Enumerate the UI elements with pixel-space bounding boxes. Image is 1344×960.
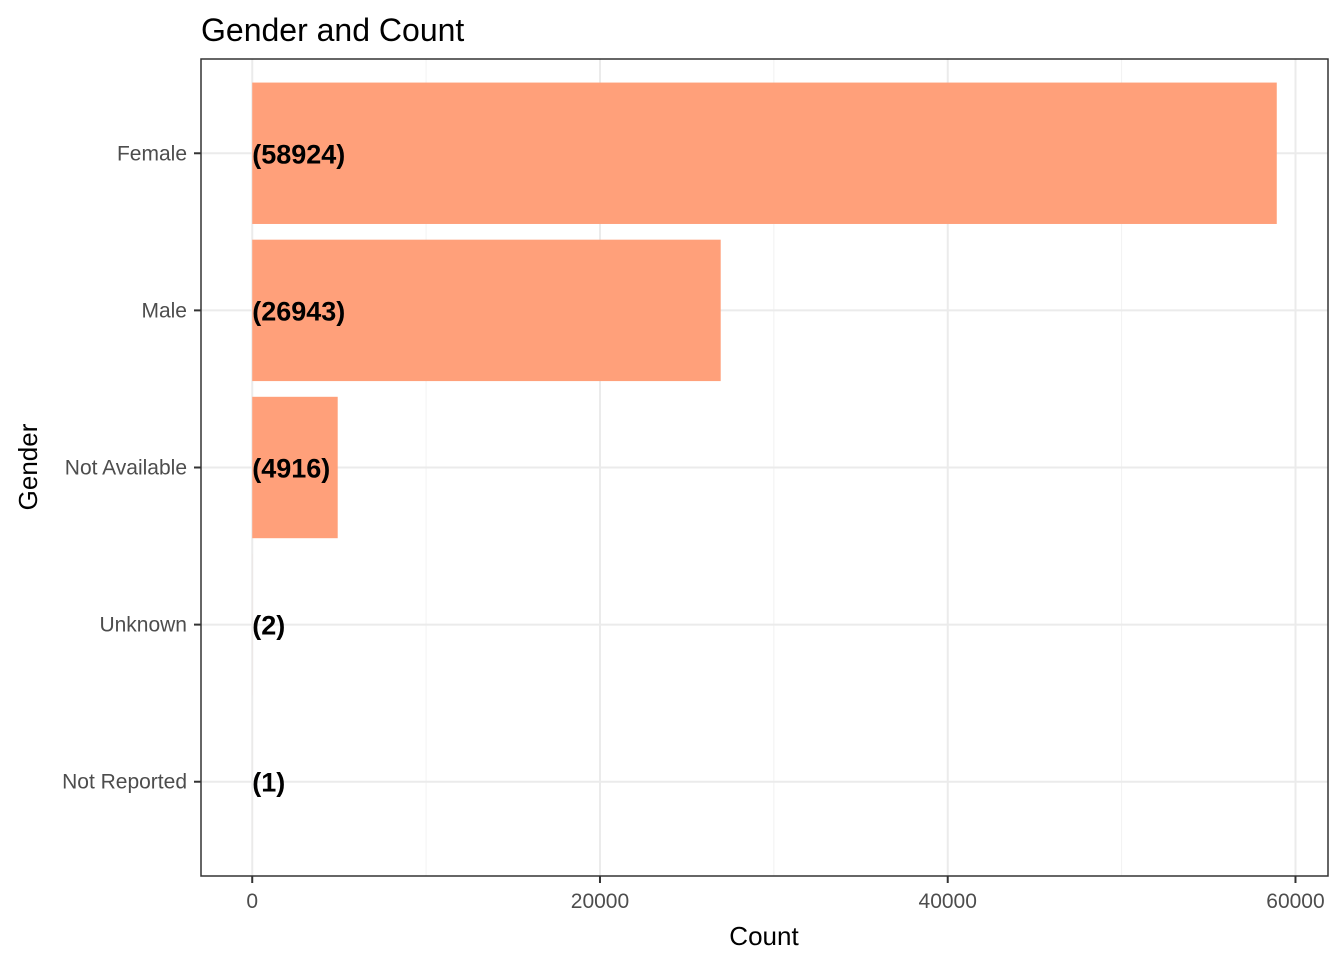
x-tick-label: 40000 bbox=[919, 890, 977, 913]
x-axis-title: Count bbox=[729, 921, 799, 951]
x-tick-label: 0 bbox=[246, 890, 258, 913]
y-tick-label: Unknown bbox=[99, 614, 187, 637]
y-tick-label: Not Reported bbox=[62, 771, 187, 794]
chart-title: Gender and Count bbox=[201, 12, 464, 48]
y-tick-label: Female bbox=[117, 142, 187, 165]
bar bbox=[252, 396, 338, 539]
bar-value-label: (26943) bbox=[252, 296, 345, 326]
bars bbox=[252, 82, 1277, 853]
y-axis: Female Male Not Available Unknown Not Report… bbox=[62, 142, 201, 794]
bar-value-label: (2) bbox=[252, 611, 285, 641]
bar-value-label: (4916) bbox=[252, 454, 330, 484]
x-tick-label: 20000 bbox=[571, 890, 629, 913]
x-tick-label: 60000 bbox=[1266, 890, 1324, 913]
bar bbox=[252, 239, 721, 382]
y-tick-label: Not Available bbox=[65, 457, 187, 480]
y-axis-title: Gender bbox=[13, 423, 43, 510]
bar bbox=[252, 82, 1277, 224]
y-tick-label: Male bbox=[141, 299, 187, 322]
bar-labels: (58924) (26943) (4916) (2) (1) bbox=[252, 139, 345, 797]
bar-value-label: (58924) bbox=[252, 139, 345, 169]
x-axis: 0 20000 40000 60000 bbox=[246, 876, 1325, 913]
bar-value-label: (1) bbox=[252, 768, 285, 798]
